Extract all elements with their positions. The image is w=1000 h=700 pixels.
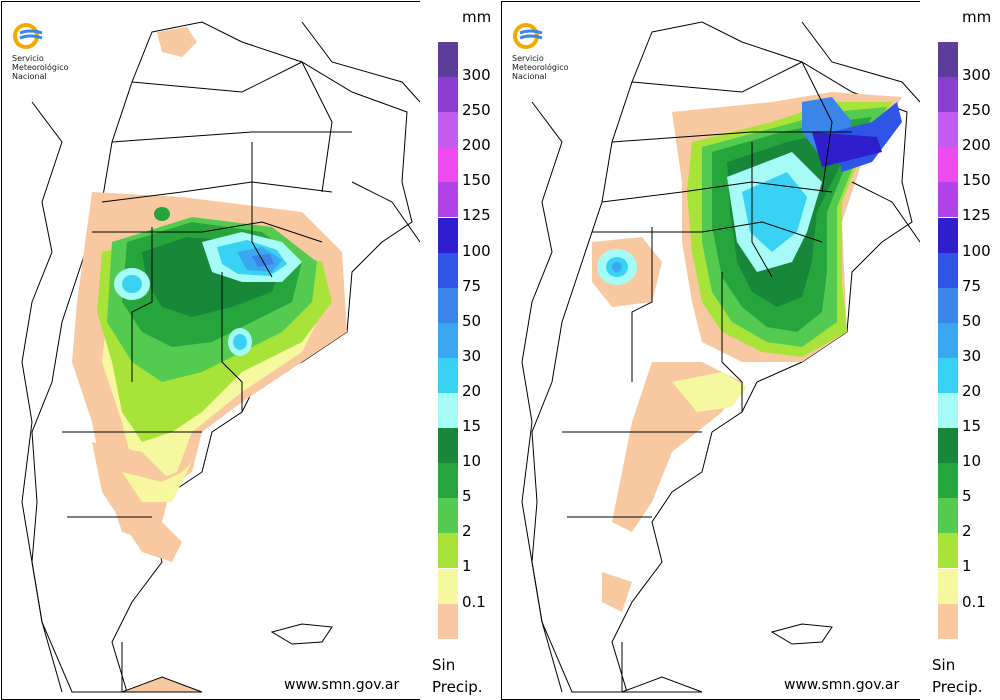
legend-swatch — [438, 463, 458, 499]
legend-label: 10 — [962, 452, 982, 471]
legend-swatch — [938, 112, 958, 148]
legend-unit: mm — [962, 8, 992, 26]
legend-swatch — [438, 498, 458, 534]
legend-swatch — [438, 182, 458, 218]
legend-swatch — [938, 568, 958, 604]
legend-swatch — [938, 357, 958, 393]
legend-label: 250 — [462, 101, 491, 120]
smn-logo-left: Servicio Meteorológico Nacional — [10, 20, 100, 90]
legend-swatch — [938, 603, 958, 639]
legend-unit: mm — [462, 8, 492, 26]
legend-label: 50 — [462, 311, 482, 330]
legend-swatch — [938, 463, 958, 499]
legend-swatch — [938, 498, 958, 534]
legend-label: 0.1 — [462, 592, 486, 611]
legend-label: 2 — [962, 522, 972, 541]
legend-label: 250 — [962, 101, 991, 120]
legend-label: 15 — [962, 417, 982, 435]
map-canvas-left — [2, 2, 420, 699]
legend-label: 150 — [962, 171, 991, 190]
logo-line2: Meteorológico — [512, 63, 569, 72]
legend-swatch — [438, 393, 458, 428]
map-panel-right: Servicio Meteorológico Nacional www.smn.… — [500, 0, 1000, 700]
legend-swatch — [438, 252, 458, 288]
legend-swatch — [438, 147, 458, 183]
legend-swatch — [438, 287, 458, 323]
legend-label: 300 — [962, 66, 991, 84]
legend-label: 15 — [462, 417, 482, 435]
legend-label: 125 — [962, 206, 991, 225]
legend-label: 30 — [962, 346, 982, 365]
legend-swatch — [938, 182, 958, 218]
legend-label: 100 — [962, 241, 991, 260]
legend-label: 75 — [962, 276, 982, 295]
legend-label: 20 — [962, 381, 982, 400]
legend-swatch — [938, 393, 958, 428]
logo-line1: Servicio — [12, 54, 44, 63]
legend-label: 300 — [462, 66, 491, 84]
precip-map-right: Servicio Meteorológico Nacional www.smn.… — [501, 1, 921, 700]
legend-swatch — [938, 42, 958, 77]
legend-label: 20 — [462, 381, 482, 400]
legend-swatch — [438, 217, 458, 253]
legend-label: 50 — [962, 311, 982, 330]
legend-label: 5 — [462, 487, 472, 506]
legend-swatch — [438, 568, 458, 604]
legend-swatch — [938, 428, 958, 464]
legend-label: 150 — [462, 171, 491, 190]
legend-no-data-line2: Precip. — [432, 678, 483, 696]
map-canvas-right — [502, 2, 920, 699]
logo-line2: Meteorológico — [12, 63, 69, 72]
legend-swatch — [438, 322, 458, 358]
smn-logo-icon — [13, 23, 43, 49]
legend-swatch — [938, 77, 958, 113]
legend-label: 10 — [462, 452, 482, 471]
logo-line1: Servicio — [512, 54, 544, 63]
legend-left: mm 300 250 200 150 125 100 75 50 30 20 15 10 5 2 1 0.1 … — [420, 0, 500, 700]
legend-label: 1 — [462, 557, 472, 576]
legend-label: 125 — [462, 206, 491, 225]
legend-no-data-line1: Sin — [432, 656, 456, 674]
smn-logo-icon — [513, 23, 543, 49]
legend-swatch — [438, 77, 458, 113]
legend-swatch — [938, 533, 958, 569]
legend-label: 0.1 — [962, 592, 986, 611]
legend-label: 75 — [462, 276, 482, 295]
legend-label: 200 — [962, 136, 991, 155]
legend-label: 1 — [962, 557, 972, 576]
legend-swatch — [938, 252, 958, 288]
logo-line3: Nacional — [512, 72, 547, 81]
legend-label: 30 — [462, 346, 482, 365]
map-panel-left: Servicio Meteorológico Nacional www.smn.… — [1, 0, 500, 700]
legend-no-data-line1: Sin — [932, 656, 956, 674]
legend-swatch — [438, 42, 458, 77]
legend-label: 5 — [962, 487, 972, 506]
logo-line3: Nacional — [12, 72, 47, 81]
legend-swatch — [438, 533, 458, 569]
legend-swatch — [938, 217, 958, 253]
legend-label: 200 — [462, 136, 491, 155]
legend-swatch — [438, 603, 458, 639]
legend-no-data-line2: Precip. — [932, 678, 983, 696]
legend-swatch — [938, 147, 958, 183]
legend-swatch — [938, 287, 958, 323]
website-label-right: www.smn.gov.ar — [784, 677, 900, 693]
precip-map-left: Servicio Meteorológico Nacional www.smn.… — [1, 1, 421, 700]
legend-swatch — [438, 428, 458, 464]
legend-label: 2 — [462, 522, 472, 541]
legend-swatch — [438, 357, 458, 393]
website-label-left: www.smn.gov.ar — [284, 677, 400, 693]
smn-logo-right: Servicio Meteorológico Nacional — [510, 20, 600, 90]
legend-right: mm 300 250 200 150 125 100 75 50 30 20 15 10 5 2 1 0.1 … — [920, 0, 1000, 700]
legend-swatch — [938, 322, 958, 358]
legend-swatch — [438, 112, 458, 148]
legend-label: 100 — [462, 241, 491, 260]
